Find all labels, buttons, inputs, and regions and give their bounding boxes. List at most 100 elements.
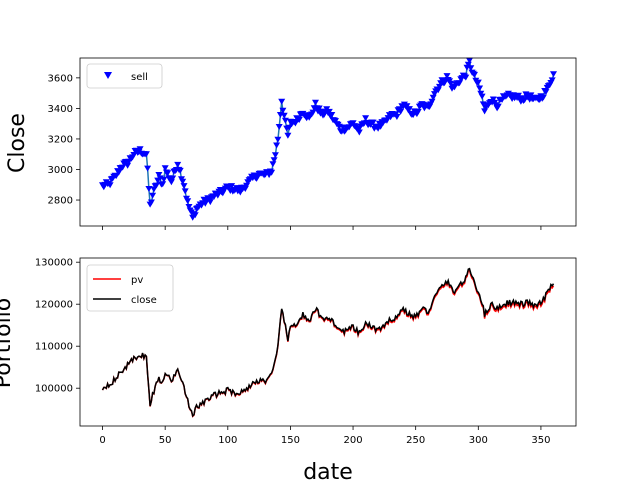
sell-marker xyxy=(147,199,155,206)
close-legend: sell xyxy=(86,63,163,89)
sell-marker xyxy=(214,192,222,199)
sell-marker xyxy=(284,132,292,139)
legend-box xyxy=(86,264,174,312)
sell-marker xyxy=(489,96,497,103)
y-tick-label: 110000 xyxy=(35,342,73,353)
sell-marker xyxy=(191,212,199,219)
x-tick-label: 50 xyxy=(159,435,172,446)
close-price-line xyxy=(101,60,555,221)
y-tick-label: 3000 xyxy=(48,165,73,176)
sell-marker xyxy=(274,136,282,143)
legend-box xyxy=(86,63,163,89)
sell-marker xyxy=(185,204,193,210)
sell-marker xyxy=(119,164,127,171)
sell-marker xyxy=(355,129,363,136)
sell-marker xyxy=(476,85,484,92)
legend-sell-label: sell xyxy=(131,72,148,83)
sell-marker xyxy=(174,161,182,168)
sell-marker xyxy=(169,175,177,182)
sell-marker xyxy=(145,186,153,192)
sell-marker xyxy=(136,146,144,153)
y-tick-label: 120000 xyxy=(35,300,73,311)
sell-marker xyxy=(179,178,187,185)
sell-marker xyxy=(159,181,167,188)
sell-marker xyxy=(149,192,157,199)
sell-marker xyxy=(155,172,163,178)
sell-marker xyxy=(275,124,283,130)
sell-marker xyxy=(471,71,478,78)
sell-marker xyxy=(414,108,422,115)
sell-marker xyxy=(328,112,336,118)
x-tick-label: 0 xyxy=(99,435,105,446)
sell-marker xyxy=(464,61,472,68)
sell-marker xyxy=(278,98,286,105)
sell-marker xyxy=(142,151,150,158)
sell-marker xyxy=(295,117,303,123)
y-tick-label: 100000 xyxy=(35,384,73,395)
sell-marker xyxy=(271,152,279,159)
sell-marker xyxy=(325,108,333,115)
sell-marker xyxy=(268,169,276,176)
sell-marker xyxy=(281,117,289,124)
portfolio-axes-frame xyxy=(79,257,577,427)
sell-marker xyxy=(184,198,192,205)
sell-marker xyxy=(466,57,473,64)
sell-marker xyxy=(462,74,470,81)
sell-marker xyxy=(369,119,377,126)
sell-marker xyxy=(279,107,287,114)
close-axes-frame xyxy=(79,57,577,227)
sell-marker xyxy=(405,106,413,113)
sell-marker xyxy=(160,176,168,183)
sell-marker xyxy=(539,94,547,101)
sell-marker xyxy=(478,93,486,100)
sell-marker xyxy=(456,80,463,87)
sell-marker xyxy=(474,79,482,86)
sell-marker xyxy=(115,169,123,176)
y-tick-label: 3200 xyxy=(48,134,73,145)
x-tick-label: 300 xyxy=(469,435,488,446)
sell-marker xyxy=(397,108,405,115)
x-tick-label: 250 xyxy=(406,435,425,446)
sell-marker xyxy=(106,182,114,189)
sell-marker xyxy=(377,123,385,130)
sell-marker xyxy=(436,83,443,90)
legend-close-label: close xyxy=(131,295,157,306)
sell-marker xyxy=(494,103,502,110)
sell-marker xyxy=(167,179,175,186)
sell-marker xyxy=(124,162,132,169)
y-tick-label: 2800 xyxy=(48,196,73,207)
sell-marker xyxy=(443,73,451,80)
sell-marker xyxy=(270,157,278,164)
sell-marker xyxy=(161,165,169,172)
close-price-chart: 2800 3000 3200 3400 3600 sell xyxy=(48,57,577,230)
close-line xyxy=(101,267,555,418)
sell-marker xyxy=(269,161,277,168)
sell-marker xyxy=(180,183,188,190)
sell-marker xyxy=(236,189,244,196)
y-tick-label: 3600 xyxy=(48,73,73,84)
sell-marker xyxy=(542,89,550,96)
sell-marker xyxy=(130,152,138,158)
x-tick-label: 100 xyxy=(218,435,237,446)
date-x-axis-label: date xyxy=(303,460,353,480)
legend-sell-marker xyxy=(104,72,112,79)
y-tick-label: 130000 xyxy=(35,258,73,269)
sell-marker xyxy=(280,112,288,119)
sell-marker xyxy=(548,77,556,84)
close-y-axis-label: Close xyxy=(5,113,30,173)
sell-marker xyxy=(228,183,236,190)
portfolio-y-axis-label: Portfolio xyxy=(0,298,16,389)
sell-marker xyxy=(285,124,293,131)
sell-marker xyxy=(393,114,401,120)
portfolio-legend: pv close xyxy=(86,264,174,312)
x-tick-label: 150 xyxy=(281,435,300,446)
sell-marker xyxy=(550,71,557,78)
sell-marker xyxy=(112,173,120,179)
sell-marker xyxy=(164,170,172,177)
sell-marker xyxy=(428,98,436,105)
x-tick-label: 200 xyxy=(344,435,363,446)
sell-marker xyxy=(315,105,323,112)
sell-marker xyxy=(309,109,317,116)
sell-marker xyxy=(362,115,370,122)
